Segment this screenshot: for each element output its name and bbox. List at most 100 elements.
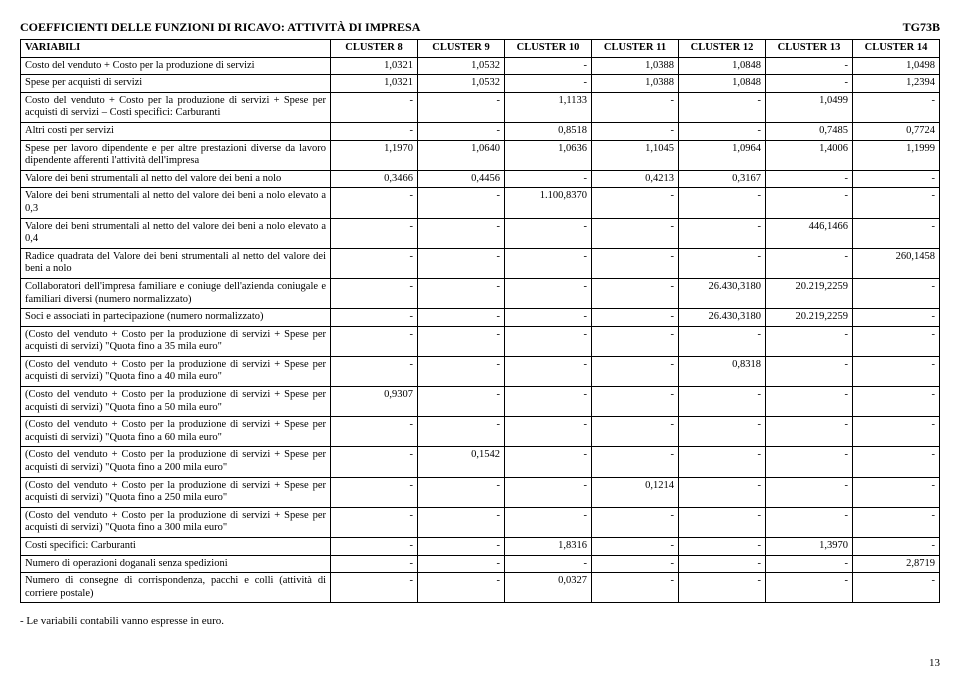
cell-value: - bbox=[766, 57, 853, 75]
cell-value: 1,0532 bbox=[418, 57, 505, 75]
cell-value: - bbox=[853, 538, 940, 556]
cell-value: 1,0498 bbox=[853, 57, 940, 75]
col-header: CLUSTER 11 bbox=[592, 40, 679, 58]
cell-value: - bbox=[505, 507, 592, 537]
cell-value: 1,8316 bbox=[505, 538, 592, 556]
cell-value: - bbox=[418, 356, 505, 386]
table-row: (Costo del venduto + Costo per la produz… bbox=[21, 447, 940, 477]
cell-value: - bbox=[331, 122, 418, 140]
table-row: Valore dei beni strumentali al netto del… bbox=[21, 170, 940, 188]
table-row: Costo del venduto + Costo per la produzi… bbox=[21, 92, 940, 122]
cell-value: - bbox=[505, 278, 592, 308]
cell-value: - bbox=[592, 356, 679, 386]
row-label: Costi specifici: Carburanti bbox=[21, 538, 331, 556]
cell-value: - bbox=[592, 573, 679, 603]
cell-value: 1,0499 bbox=[766, 92, 853, 122]
cell-value: 0,4213 bbox=[592, 170, 679, 188]
cell-value: - bbox=[505, 326, 592, 356]
col-header: CLUSTER 12 bbox=[679, 40, 766, 58]
cell-value: - bbox=[766, 477, 853, 507]
table-row: (Costo del venduto + Costo per la produz… bbox=[21, 356, 940, 386]
cell-value: - bbox=[418, 218, 505, 248]
cell-value: 1,0964 bbox=[679, 140, 766, 170]
cell-value: - bbox=[418, 278, 505, 308]
cell-value: 0,1542 bbox=[418, 447, 505, 477]
col-header: CLUSTER 10 bbox=[505, 40, 592, 58]
cell-value: - bbox=[766, 447, 853, 477]
row-label: (Costo del venduto + Costo per la produz… bbox=[21, 326, 331, 356]
cell-value: - bbox=[592, 326, 679, 356]
cell-value: - bbox=[505, 356, 592, 386]
cell-value: 0,0327 bbox=[505, 573, 592, 603]
row-label: (Costo del venduto + Costo per la produz… bbox=[21, 447, 331, 477]
row-label: Costo del venduto + Costo per la produzi… bbox=[21, 57, 331, 75]
page-code: TG73B bbox=[903, 20, 940, 35]
cell-value: - bbox=[505, 170, 592, 188]
cell-value: - bbox=[853, 170, 940, 188]
coefficients-table: VARIABILI CLUSTER 8 CLUSTER 9 CLUSTER 10… bbox=[20, 39, 940, 603]
cell-value: 0,7485 bbox=[766, 122, 853, 140]
cell-value: 260,1458 bbox=[853, 248, 940, 278]
cell-value: - bbox=[592, 417, 679, 447]
cell-value: 20.219,2259 bbox=[766, 278, 853, 308]
col-header: CLUSTER 14 bbox=[853, 40, 940, 58]
table-row: (Costo del venduto + Costo per la produz… bbox=[21, 417, 940, 447]
cell-value: - bbox=[853, 447, 940, 477]
cell-value: - bbox=[331, 538, 418, 556]
cell-value: - bbox=[853, 188, 940, 218]
row-label: Spese per lavoro dipendente e per altre … bbox=[21, 140, 331, 170]
cell-value: - bbox=[592, 538, 679, 556]
cell-value: - bbox=[505, 309, 592, 327]
cell-value: 1,3970 bbox=[766, 538, 853, 556]
cell-value: - bbox=[853, 92, 940, 122]
cell-value: - bbox=[766, 555, 853, 573]
cell-value: - bbox=[592, 122, 679, 140]
cell-value: - bbox=[766, 417, 853, 447]
cell-value: - bbox=[853, 387, 940, 417]
footnote: - Le variabili contabili vanno espresse … bbox=[20, 615, 940, 627]
cell-value: - bbox=[418, 309, 505, 327]
cell-value: - bbox=[331, 507, 418, 537]
cell-value: - bbox=[766, 507, 853, 537]
cell-value: 0,3466 bbox=[331, 170, 418, 188]
cell-value: 0,4456 bbox=[418, 170, 505, 188]
cell-value: - bbox=[592, 309, 679, 327]
cell-value: - bbox=[331, 278, 418, 308]
cell-value: - bbox=[853, 309, 940, 327]
cell-value: - bbox=[679, 573, 766, 603]
row-label: Costo del venduto + Costo per la produzi… bbox=[21, 92, 331, 122]
cell-value: - bbox=[679, 92, 766, 122]
cell-value: - bbox=[766, 573, 853, 603]
cell-value: 26.430,3180 bbox=[679, 309, 766, 327]
page-title: COEFFICIENTI DELLE FUNZIONI DI RICAVO: A… bbox=[20, 20, 420, 35]
cell-value: - bbox=[418, 92, 505, 122]
cell-value: - bbox=[331, 218, 418, 248]
cell-value: - bbox=[418, 326, 505, 356]
cell-value: - bbox=[331, 188, 418, 218]
cell-value: 1,0848 bbox=[679, 57, 766, 75]
row-label: Valore dei beni strumentali al netto del… bbox=[21, 188, 331, 218]
cell-value: - bbox=[679, 477, 766, 507]
cell-value: 1,1133 bbox=[505, 92, 592, 122]
cell-value: - bbox=[592, 447, 679, 477]
table-row: Costo del venduto + Costo per la produzi… bbox=[21, 57, 940, 75]
cell-value: 1,0388 bbox=[592, 57, 679, 75]
cell-value: - bbox=[853, 417, 940, 447]
row-label: (Costo del venduto + Costo per la produz… bbox=[21, 387, 331, 417]
cell-value: 0,8318 bbox=[679, 356, 766, 386]
cell-value: - bbox=[331, 356, 418, 386]
cell-value: - bbox=[505, 555, 592, 573]
table-row: Valore dei beni strumentali al netto del… bbox=[21, 218, 940, 248]
cell-value: - bbox=[679, 248, 766, 278]
cell-value: - bbox=[592, 555, 679, 573]
cell-value: 1,0636 bbox=[505, 140, 592, 170]
cell-value: - bbox=[766, 248, 853, 278]
cell-value: - bbox=[853, 507, 940, 537]
cell-value: - bbox=[505, 447, 592, 477]
row-label: Valore dei beni strumentali al netto del… bbox=[21, 218, 331, 248]
cell-value: - bbox=[418, 573, 505, 603]
cell-value: - bbox=[766, 387, 853, 417]
cell-value: - bbox=[505, 218, 592, 248]
cell-value: - bbox=[679, 218, 766, 248]
cell-value: - bbox=[505, 417, 592, 447]
